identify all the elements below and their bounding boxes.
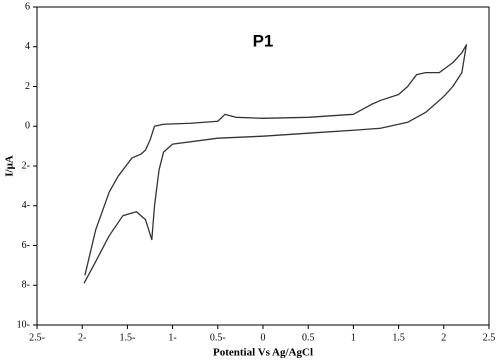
plot-frame [36,6,490,326]
cv-curve [83,44,468,284]
y-tick-label: 2 [25,81,30,92]
x-tick-label: 1.5- [119,332,135,343]
y-tick-label: 2- [22,160,30,171]
x-tick-label: 1 [351,332,356,343]
y-tick-label: 0 [25,121,30,132]
y-axis-label: I/μA [4,155,16,177]
x-tick-label: 2 [441,332,446,343]
x-tick-label: 1.5 [392,332,405,343]
x-tick-label: 1- [168,332,176,343]
y-tick-label: 4- [22,200,30,211]
y-tick-label: 4 [25,41,30,52]
y-tick-label: 6 [25,1,30,12]
x-tick-label: 0 [261,332,266,343]
x-tick-label: 0.5- [210,332,226,343]
x-tick-label: 2.5 [483,332,496,343]
x-tick-label: 0.5 [302,332,315,343]
y-tick-label: 6- [22,240,30,251]
x-axis-label: Potential Vs Ag/AgCl [213,347,313,359]
y-tick-label: 8- [22,280,30,291]
chart-title: P1 [253,31,274,50]
y-tick-label: 10- [17,319,30,330]
x-tick-label: 2.5- [29,332,45,343]
x-tick-label: 2- [78,332,86,343]
